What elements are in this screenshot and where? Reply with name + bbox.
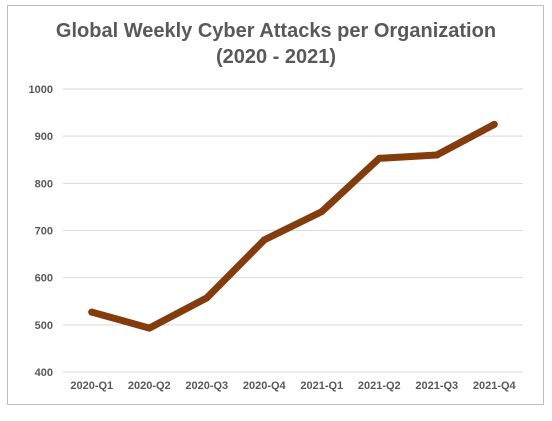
y-tick-label: 500 [35, 320, 53, 332]
data-point [375, 154, 383, 162]
data-point [88, 308, 96, 316]
data-point [490, 120, 498, 128]
y-tick-label: 800 [35, 178, 53, 190]
y-tick-label: 600 [35, 273, 53, 285]
chart-title: Global Weekly Cyber Attacks per Organiza… [55, 20, 497, 42]
x-tick-label: 2020-Q1 [70, 380, 113, 392]
x-tick-label: 2021-Q4 [473, 380, 517, 392]
data-point [145, 324, 153, 332]
x-tick-label: 2020-Q2 [128, 380, 171, 392]
y-tick-label: 700 [35, 226, 53, 238]
chart-subtitle: (2020 - 2021) [215, 46, 337, 68]
chart-title-block: Global Weekly Cyber Attacks per Organiza… [0, 18, 552, 70]
series-line [88, 120, 498, 332]
chart-frame [7, 5, 544, 405]
x-tick-label: 2021-Q1 [300, 380, 343, 392]
y-tick-label: 900 [35, 131, 53, 143]
data-point [203, 294, 211, 302]
y-tick-label: 1000 [29, 84, 53, 96]
x-tick-label: 2020-Q3 [185, 380, 228, 392]
data-point [318, 208, 326, 216]
x-tick-label: 2021-Q3 [415, 380, 458, 392]
data-point [260, 236, 268, 244]
data-point [433, 151, 441, 159]
x-tick-label: 2020-Q4 [243, 380, 287, 392]
x-tick-label: 2021-Q2 [358, 380, 401, 392]
y-tick-label: 400 [35, 367, 53, 379]
